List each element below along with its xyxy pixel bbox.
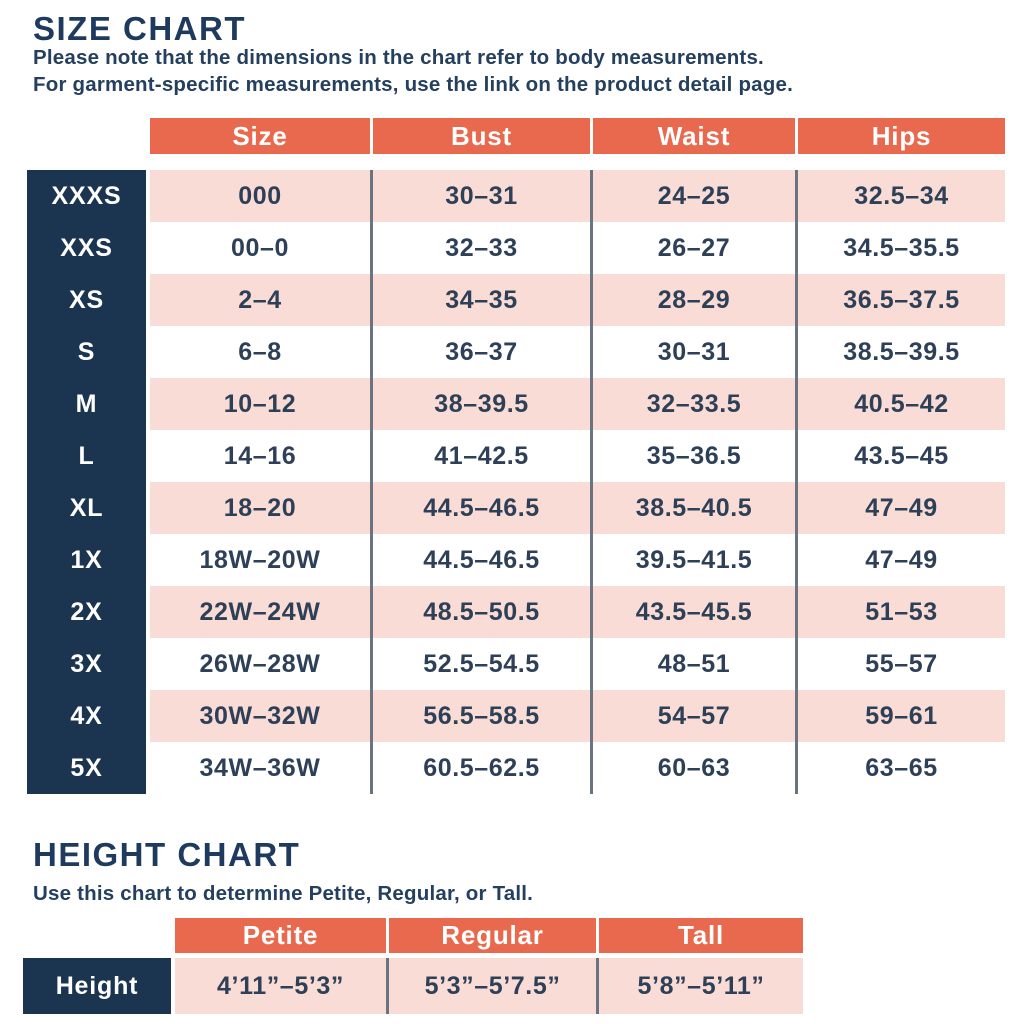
size-table-cell: 14–16: [150, 430, 370, 482]
size-table-cell: 38–39.5: [370, 378, 590, 430]
size-row-label: XL: [27, 482, 150, 534]
bust-column-header: Bust: [370, 118, 590, 159]
size-table-cell: 40.5–42: [795, 378, 1005, 430]
height-chart-title: HEIGHT CHART: [33, 836, 301, 873]
size-chart-subtitle-line2: For garment-specific measurements, use t…: [33, 73, 793, 96]
size-table-cell: 52.5–54.5: [370, 638, 590, 690]
size-table-cell: 34W–36W: [150, 742, 370, 794]
size-table-cell: 26–27: [590, 222, 795, 274]
size-table-cell: 60–63: [590, 742, 795, 794]
size-table-cell: 48–51: [590, 638, 795, 690]
size-row-label: 3X: [27, 638, 150, 690]
tall-column-header: Tall: [596, 918, 803, 958]
size-table-cell: 10–12: [150, 378, 370, 430]
size-table-cell: 2–4: [150, 274, 370, 326]
size-chart-subtitle-line1: Please note that the dimensions in the c…: [33, 46, 764, 69]
size-table-cell: 22W–24W: [150, 586, 370, 638]
size-table-cell: 39.5–41.5: [590, 534, 795, 586]
size-row-label: 5X: [27, 742, 150, 794]
size-column-header: Size: [150, 118, 370, 159]
petite-column-header: Petite: [175, 918, 386, 958]
size-row-label: 4X: [27, 690, 150, 742]
size-table-cell: 36–37: [370, 326, 590, 378]
size-table-cell: 18–20: [150, 482, 370, 534]
size-row-label: XXXS: [27, 170, 150, 222]
size-table-cell: 44.5–46.5: [370, 534, 590, 586]
height-chart-table: Petite Regular Tall Height 4’11”–5’3” 5’…: [23, 918, 803, 1014]
waist-column-header: Waist: [590, 118, 795, 159]
size-table-cell: 48.5–50.5: [370, 586, 590, 638]
size-chart-subtitle: Please note that the dimensions in the c…: [33, 44, 793, 98]
size-table-cell: 56.5–58.5: [370, 690, 590, 742]
size-table-cell: 36.5–37.5: [795, 274, 1005, 326]
size-header-empty-cell: [27, 118, 150, 159]
hips-column-header: Hips: [795, 118, 1005, 159]
size-table-cell: 6–8: [150, 326, 370, 378]
size-row-label: XS: [27, 274, 150, 326]
size-table-cell: 32.5–34: [795, 170, 1005, 222]
size-row-label: XXS: [27, 222, 150, 274]
size-table-cell: 34.5–35.5: [795, 222, 1005, 274]
height-tall-value: 5’8”–5’11”: [596, 958, 803, 1014]
size-table-cell: 38.5–39.5: [795, 326, 1005, 378]
size-table-cell: 47–49: [795, 482, 1005, 534]
regular-column-header: Regular: [386, 918, 596, 958]
size-chart-title: SIZE CHART: [33, 10, 246, 47]
size-chart-table: Size Bust Waist Hips XXXS 000 30–31 24–25 32…: [27, 118, 1005, 794]
size-table-cell: 32–33.5: [590, 378, 795, 430]
size-table-cell: 30W–32W: [150, 690, 370, 742]
height-row-label: Height: [23, 958, 175, 1014]
size-table-cell: 41–42.5: [370, 430, 590, 482]
size-table-cell: 30–31: [370, 170, 590, 222]
size-table-cell: 00–0: [150, 222, 370, 274]
size-table-cell: 59–61: [795, 690, 1005, 742]
height-petite-value: 4’11”–5’3”: [175, 958, 386, 1014]
size-table-cell: 44.5–46.5: [370, 482, 590, 534]
size-table-cell: 28–29: [590, 274, 795, 326]
height-header-empty-cell: [23, 918, 175, 958]
size-table-cell: 38.5–40.5: [590, 482, 795, 534]
size-table-cell: 35–36.5: [590, 430, 795, 482]
size-table-cell: 51–53: [795, 586, 1005, 638]
size-row-label: 1X: [27, 534, 150, 586]
size-table-cell: 32–33: [370, 222, 590, 274]
size-table-cell: 24–25: [590, 170, 795, 222]
size-table-cell: 43.5–45.5: [590, 586, 795, 638]
size-table-cell: 18W–20W: [150, 534, 370, 586]
size-row-label: S: [27, 326, 150, 378]
size-table-cell: 000: [150, 170, 370, 222]
size-table-cell: 26W–28W: [150, 638, 370, 690]
size-row-label: 2X: [27, 586, 150, 638]
size-row-label: M: [27, 378, 150, 430]
size-table-cell: 55–57: [795, 638, 1005, 690]
size-table-cell: 43.5–45: [795, 430, 1005, 482]
height-regular-value: 5’3”–5’7.5”: [386, 958, 596, 1014]
height-chart-subtitle: Use this chart to determine Petite, Regu…: [33, 882, 534, 905]
size-table-cell: 54–57: [590, 690, 795, 742]
size-table-cell: 60.5–62.5: [370, 742, 590, 794]
size-table-cell: 30–31: [590, 326, 795, 378]
size-table-cell: 63–65: [795, 742, 1005, 794]
size-table-cell: 47–49: [795, 534, 1005, 586]
size-table-cell: 34–35: [370, 274, 590, 326]
size-row-label: L: [27, 430, 150, 482]
